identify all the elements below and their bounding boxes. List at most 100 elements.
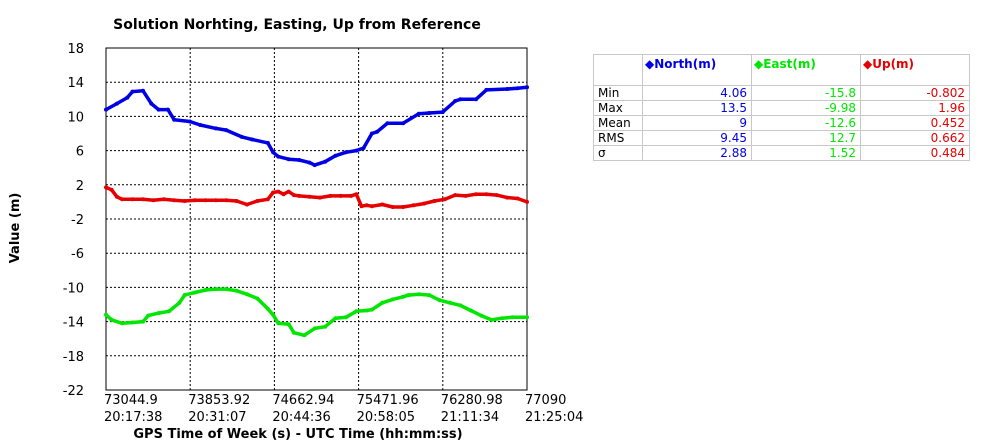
data-point xyxy=(333,316,338,321)
data-point xyxy=(130,197,135,202)
y-tick-label: -2 xyxy=(71,213,84,228)
data-point xyxy=(474,192,478,197)
data-point xyxy=(484,192,489,197)
data-point xyxy=(146,313,151,318)
data-point xyxy=(213,126,218,131)
data-point xyxy=(401,205,406,209)
data-point xyxy=(401,294,406,299)
data-point xyxy=(468,308,473,313)
data-point xyxy=(167,309,171,314)
data-point xyxy=(104,185,108,190)
data-point xyxy=(525,199,529,204)
data-point xyxy=(286,322,291,327)
series-layer xyxy=(104,85,529,338)
data-point xyxy=(130,89,135,94)
stats-row: Max 13.5 -9.98 1.96 xyxy=(593,100,970,116)
data-point xyxy=(125,95,130,100)
data-point xyxy=(114,194,119,199)
data-point xyxy=(489,317,494,322)
series-line-north xyxy=(105,85,528,167)
stats-cell: 0.452 xyxy=(860,115,970,131)
stats-cell: 1.96 xyxy=(860,100,970,116)
data-point xyxy=(255,296,260,301)
x-tick-label-utc: 20:44:36 xyxy=(272,410,330,425)
data-point xyxy=(271,150,276,155)
header-up: ◆Up(m) xyxy=(860,54,970,86)
data-point xyxy=(182,293,187,298)
data-point xyxy=(369,307,374,312)
stats-row-label: Mean xyxy=(593,115,643,131)
x-tick-label-tow: 76280.98 xyxy=(441,393,503,408)
stats-cell: 1.52 xyxy=(751,145,861,161)
stats-cell: -12.6 xyxy=(751,115,861,131)
data-point xyxy=(479,313,484,318)
data-point xyxy=(359,204,364,209)
x-tick-label-utc: 20:17:38 xyxy=(104,410,162,425)
data-point xyxy=(380,202,385,207)
data-point xyxy=(172,198,177,203)
data-point xyxy=(458,303,463,308)
data-point xyxy=(255,199,260,203)
data-point xyxy=(109,187,114,192)
grid-lines xyxy=(106,48,527,390)
y-tick-label: -18 xyxy=(63,350,84,365)
data-point xyxy=(297,158,302,162)
data-point xyxy=(390,205,395,209)
data-point xyxy=(276,189,281,194)
stats-row-label: Max xyxy=(593,100,643,116)
data-point xyxy=(193,290,197,295)
stats-cell: 9 xyxy=(642,115,752,131)
data-point xyxy=(416,111,421,116)
chart-title: Solution Norhting, Easting, Up from Refe… xyxy=(113,17,481,33)
data-point xyxy=(401,121,406,126)
data-point xyxy=(224,128,229,133)
x-tick-label-utc: 21:11:34 xyxy=(441,410,499,425)
data-point xyxy=(494,193,499,198)
data-point xyxy=(463,193,468,198)
data-point xyxy=(312,163,317,168)
data-point xyxy=(427,293,432,298)
data-point xyxy=(198,123,203,127)
stats-row-label: RMS xyxy=(593,130,643,146)
data-point xyxy=(104,312,108,317)
data-point xyxy=(276,321,281,326)
data-point xyxy=(505,195,510,200)
x-tick-label-tow: 75471.96 xyxy=(357,393,419,408)
data-point xyxy=(297,193,302,198)
data-point xyxy=(245,202,249,207)
data-point xyxy=(354,148,359,153)
data-point xyxy=(265,140,270,145)
stats-corner xyxy=(593,54,643,86)
data-point xyxy=(203,288,208,292)
data-point xyxy=(271,190,276,195)
data-point xyxy=(172,117,177,122)
data-point xyxy=(120,197,125,202)
data-point xyxy=(432,199,437,203)
data-point xyxy=(307,160,312,165)
stats-cell: -15.8 xyxy=(751,85,861,101)
data-point xyxy=(369,131,374,136)
data-point xyxy=(385,121,390,126)
data-point xyxy=(291,330,296,335)
data-point xyxy=(193,198,197,203)
y-tick-label: 14 xyxy=(67,76,84,91)
plot-area xyxy=(105,47,528,391)
data-point xyxy=(234,199,239,203)
data-point xyxy=(484,87,489,92)
data-point xyxy=(151,198,156,203)
data-point xyxy=(453,193,458,198)
data-point xyxy=(187,119,192,124)
y-tick-label: -6 xyxy=(71,247,84,262)
y-axis-label: Value (m) xyxy=(8,193,23,264)
y-tick-label: -10 xyxy=(63,281,84,296)
y-tick-label: 2 xyxy=(76,179,84,194)
stats-table: ◆North(m) ◆East(m) ◆Up(m) Min 4.06 -15.8 -0… xyxy=(593,54,970,161)
data-point xyxy=(338,193,343,198)
data-point xyxy=(109,317,114,322)
data-point xyxy=(245,292,249,297)
stats-row: RMS 9.45 12.7 0.662 xyxy=(593,130,970,146)
y-tick-label: 18 xyxy=(67,42,84,57)
data-point xyxy=(203,198,208,203)
data-point xyxy=(474,97,478,102)
